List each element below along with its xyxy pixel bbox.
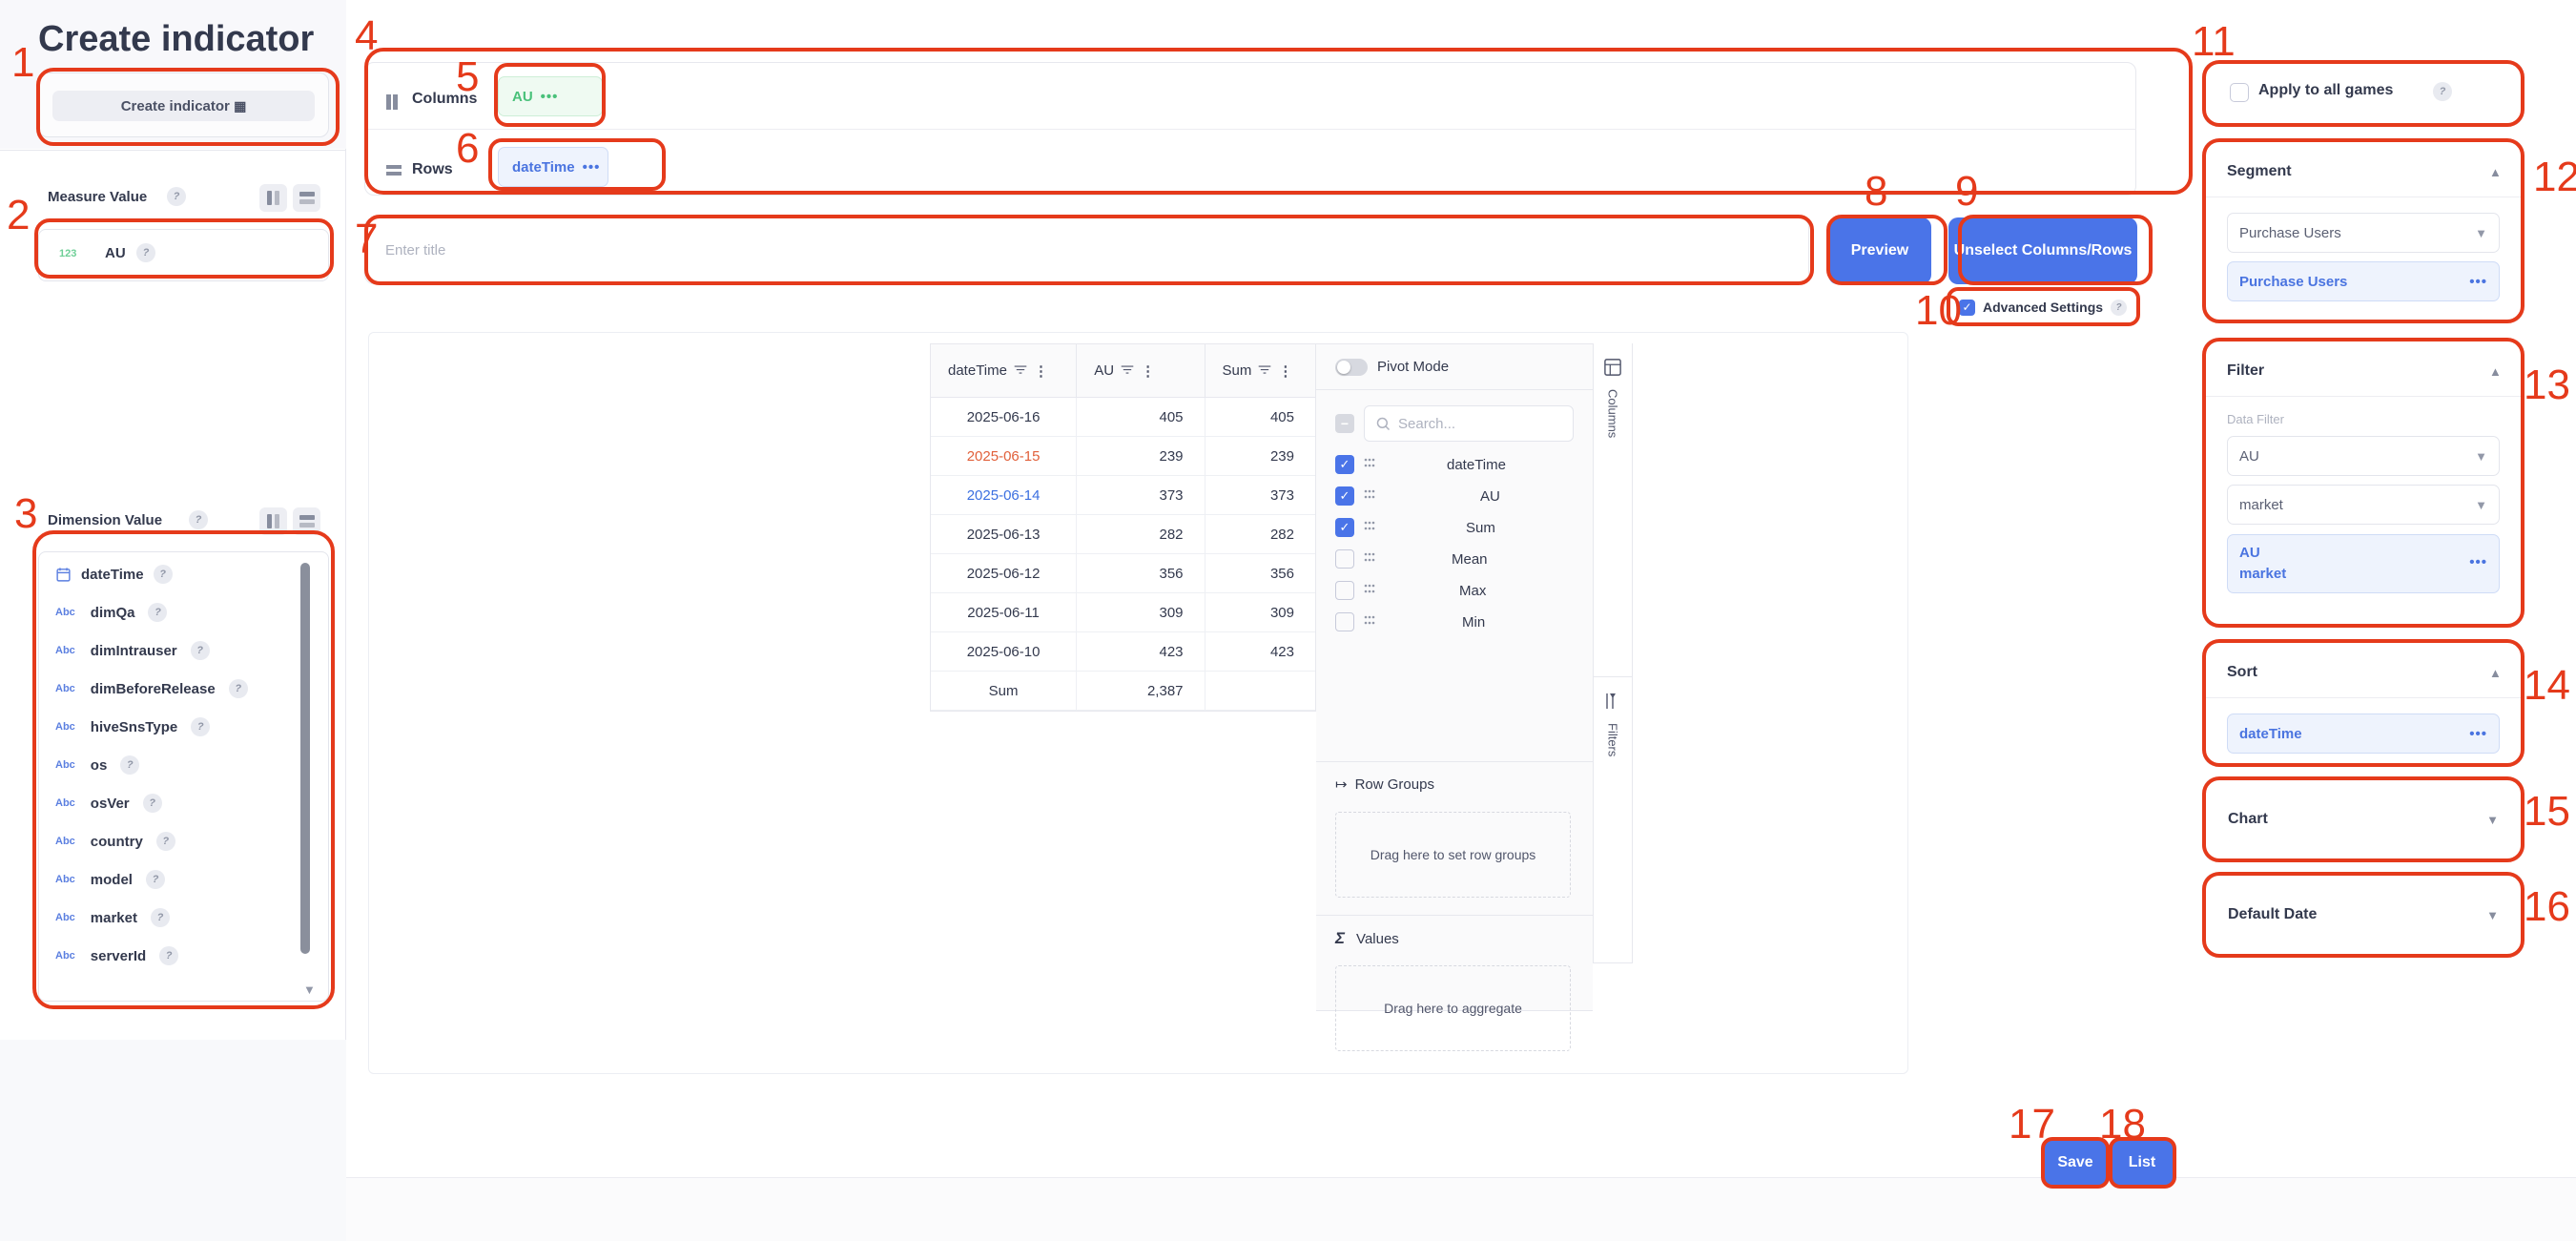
svg-text:13: 13 <box>2524 362 2570 408</box>
svg-text:11: 11 <box>2192 18 2236 65</box>
svg-text:12: 12 <box>2533 154 2576 200</box>
svg-text:4: 4 <box>355 12 378 59</box>
svg-text:16: 16 <box>2524 883 2570 930</box>
svg-text:15: 15 <box>2524 788 2570 835</box>
svg-text:14: 14 <box>2524 662 2570 709</box>
